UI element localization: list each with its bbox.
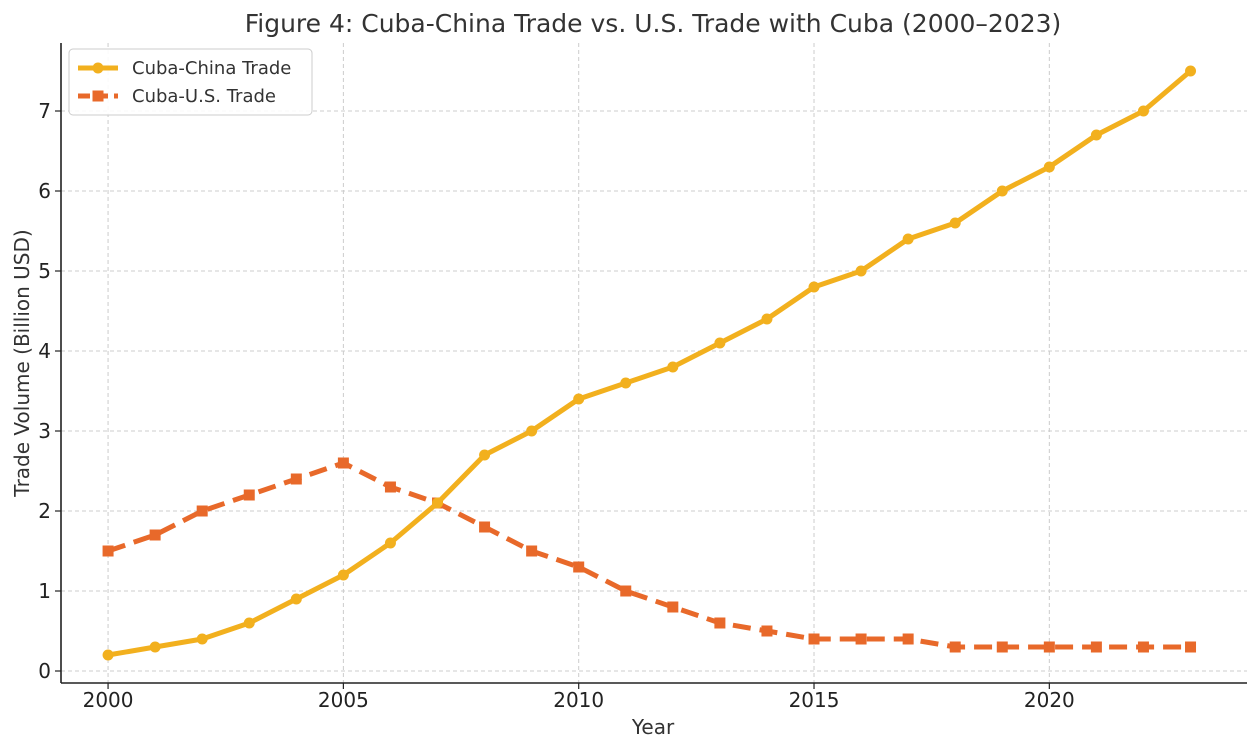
data-point — [996, 185, 1008, 197]
legend-label: Cuba-U.S. Trade — [132, 86, 276, 107]
data-point — [902, 633, 914, 645]
x-axis-label: Year — [631, 715, 675, 739]
data-point — [337, 569, 349, 581]
axes — [60, 43, 1247, 684]
legend-item: Cuba-U.S. Trade — [78, 86, 276, 107]
data-point — [808, 281, 820, 293]
y-tick-label: 5 — [38, 259, 51, 283]
data-point — [1185, 65, 1197, 77]
data-point — [949, 641, 961, 653]
data-point — [1137, 641, 1149, 653]
data-point — [949, 217, 961, 229]
data-point — [1090, 641, 1102, 653]
y-tick-label: 3 — [38, 419, 51, 443]
data-point — [290, 473, 302, 485]
y-tick-label: 7 — [38, 99, 51, 123]
data-point — [667, 361, 679, 373]
x-tick-label: 2015 — [789, 688, 840, 712]
data-point — [714, 617, 726, 629]
data-point — [714, 337, 726, 349]
series-0 — [102, 65, 1197, 661]
data-point — [384, 537, 396, 549]
data-point — [620, 377, 632, 389]
data-point — [573, 393, 585, 405]
ticks: 2000 2005 2010 2015 2020 0 1 2 3 4 5 6 7 — [38, 99, 1075, 712]
x-tick-label: 2020 — [1024, 688, 1075, 712]
legend: Cuba-China Trade Cuba-U.S. Trade — [68, 48, 313, 116]
data-point — [855, 265, 867, 277]
x-tick-label: 2010 — [553, 688, 604, 712]
data-point — [1043, 161, 1055, 173]
y-tick-label: 2 — [38, 499, 51, 523]
data-point — [620, 585, 632, 597]
legend-label: Cuba-China Trade — [132, 58, 291, 79]
series-1 — [102, 457, 1197, 653]
data-point — [432, 497, 444, 509]
data-point — [1090, 129, 1102, 141]
series-line — [107, 460, 1191, 650]
series-line — [105, 68, 1193, 658]
data-point — [996, 641, 1008, 653]
legend-marker — [92, 90, 104, 102]
data-point — [384, 481, 396, 493]
legend-frame — [68, 48, 313, 116]
data-point — [102, 545, 114, 557]
data-point — [102, 649, 114, 661]
y-tick-label: 1 — [38, 579, 51, 603]
data-point — [526, 545, 538, 557]
data-point — [196, 505, 208, 517]
data-point — [1185, 641, 1197, 653]
data-point — [337, 457, 349, 469]
y-tick-label: 4 — [38, 339, 51, 363]
data-point — [149, 529, 161, 541]
data-point — [761, 625, 773, 637]
data-point — [761, 313, 773, 325]
data-point — [243, 617, 255, 629]
data-point — [573, 561, 585, 573]
series-layer — [102, 65, 1197, 661]
data-point — [808, 633, 820, 645]
data-point — [479, 449, 491, 461]
data-point — [1137, 105, 1149, 117]
data-point — [855, 633, 867, 645]
data-point — [667, 601, 679, 613]
x-tick-label: 2005 — [318, 688, 369, 712]
x-tick-label: 2000 — [83, 688, 134, 712]
y-tick-label: 6 — [38, 179, 51, 203]
data-point — [290, 593, 302, 605]
y-tick-label: 0 — [38, 659, 51, 683]
chart-title: Figure 4: Cuba-China Trade vs. U.S. Trad… — [245, 9, 1062, 38]
y-axis-label: Trade Volume (Billion USD) — [10, 229, 34, 497]
data-point — [243, 489, 255, 501]
data-point — [902, 233, 914, 245]
data-point — [196, 633, 208, 645]
data-point — [1043, 641, 1055, 653]
grid — [61, 43, 1247, 683]
legend-item: Cuba-China Trade — [78, 58, 291, 79]
data-point — [149, 641, 161, 653]
data-point — [479, 521, 491, 533]
data-point — [526, 425, 538, 437]
legend-marker — [92, 62, 104, 74]
